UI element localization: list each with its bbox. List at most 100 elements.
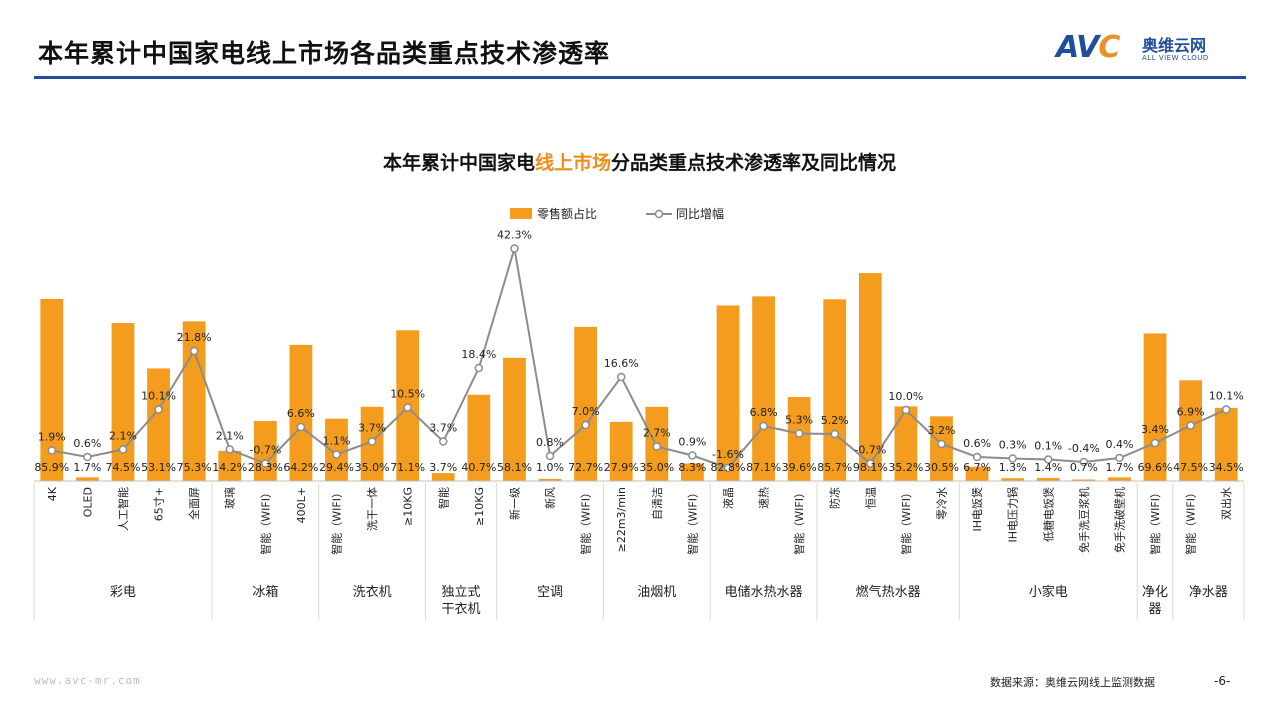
category-label: 免手洗豆浆机: [1077, 487, 1091, 553]
growth-point: [118, 445, 128, 454]
legend-line-label: 同比增幅: [676, 206, 724, 221]
chart-title-pre: 本年累计中国家电: [382, 152, 535, 174]
growth-point: [688, 451, 697, 460]
growth-value-label: 3.4%: [1141, 423, 1169, 436]
category-label: IH电饭煲: [971, 487, 984, 532]
category-label: IH电压力锅: [1007, 487, 1020, 543]
bar-value-label: 3.7%: [429, 461, 457, 474]
group-label: 空调: [537, 585, 563, 600]
category-label: 智能（WIFI）: [899, 487, 913, 555]
category-label: 防冻: [828, 487, 842, 509]
growth-point: [1008, 454, 1017, 463]
category-label: 4K: [46, 486, 59, 501]
bar-value-label: 85.9%: [34, 461, 69, 474]
growth-value-label: 10.0%: [888, 390, 923, 403]
group-label: 冰箱: [252, 584, 278, 600]
bar: [752, 296, 775, 481]
chart-title-post: 分品类重点技术渗透率及同比情况: [611, 152, 897, 174]
category-label: 智能（WIFI）: [685, 487, 699, 555]
group-label: 净水器: [1189, 585, 1228, 600]
growth-point: [581, 420, 590, 430]
bar-value-label: 1.0%: [536, 461, 564, 474]
group-label: 小家电: [1029, 584, 1068, 600]
group-label: 油烟机: [637, 585, 676, 600]
bar-value-label: 1.3%: [999, 461, 1027, 474]
growth-value-label: 10.1%: [141, 390, 176, 403]
category-label: OLED: [81, 487, 94, 517]
growth-point: [652, 442, 662, 451]
bar-value-label: 64.2%: [283, 461, 318, 474]
category-label: 400L+: [295, 487, 308, 523]
bar: [858, 273, 882, 481]
category-label: 智能（WIFI）: [579, 487, 593, 555]
bar: [147, 368, 170, 481]
avc-logo: AVC 奥维云网 ALL VIEW CLOUD: [1056, 30, 1246, 70]
bar-value-label: 35.0%: [639, 461, 674, 474]
growth-value-label: 2.1%: [109, 430, 137, 443]
growth-point: [261, 459, 270, 468]
growth-point: [901, 405, 911, 415]
bar-value-label: 47.5%: [1173, 461, 1208, 474]
chart-title: 本年累计中国家电线上市场分品类重点技术渗透率及同比情况: [0, 148, 1279, 175]
bar-value-label: 6.7%: [963, 461, 991, 474]
growth-point: [83, 452, 92, 462]
growth-line: [51, 248, 1227, 470]
data-source: 数据来源：奥维云网线上监测数据: [990, 676, 1155, 689]
bar-value-label: 35.0%: [355, 461, 390, 474]
category-label: 双出水: [1219, 487, 1233, 520]
legend-bar-label: 零售额占比: [537, 206, 597, 221]
growth-value-label: -1.6%: [712, 448, 744, 461]
category-label: 新一级: [507, 487, 521, 520]
growth-point: [1115, 453, 1124, 463]
growth-point: [759, 421, 768, 431]
growth-value-label: 42.3%: [497, 229, 532, 242]
growth-value-label: 0.4%: [1105, 438, 1133, 451]
bar-value-label: 58.1%: [497, 461, 532, 474]
category-label: 免手洗破壁机: [1112, 487, 1126, 553]
category-label: 恒温: [864, 487, 877, 509]
growth-value-label: 21.8%: [177, 331, 212, 344]
logo-cn: 奥维云网: [1142, 36, 1207, 55]
category-label: 全面屏: [187, 487, 201, 520]
bar-value-label: 72.7%: [568, 461, 603, 474]
bar: [609, 421, 633, 481]
bar: [787, 397, 811, 481]
bar: [1108, 477, 1131, 481]
bar-value-label: 98.1%: [853, 461, 888, 474]
group-label: 净化: [1142, 585, 1168, 600]
category-label: 自清洁: [651, 487, 664, 520]
group-label: 器: [1149, 602, 1162, 617]
growth-point: [1044, 455, 1053, 464]
growth-point: [296, 422, 306, 432]
bar-value-label: 30.5%: [924, 461, 959, 474]
bar: [574, 326, 598, 481]
growth-point: [616, 372, 626, 382]
bar-value-label: 1.7%: [73, 461, 101, 474]
bar-value-label: 69.6%: [1138, 461, 1173, 474]
category-label: ≥22m3/min: [615, 487, 628, 552]
growth-point: [189, 346, 199, 356]
growth-value-label: 0.6%: [963, 437, 991, 450]
category-label: 智能（WIFI）: [1184, 487, 1198, 555]
title-divider: [34, 76, 1246, 79]
bar: [75, 477, 99, 481]
group-label: 干衣机: [442, 601, 481, 617]
growth-value-label: 0.1%: [1034, 440, 1062, 453]
bar: [467, 394, 491, 481]
bar-value-label: 8.3%: [678, 461, 706, 474]
growth-value-label: 6.8%: [750, 406, 778, 419]
bar-value-label: 34.5%: [1209, 461, 1244, 474]
category-label: 智能（WIFI）: [258, 487, 272, 555]
category-label: 智能: [436, 487, 450, 509]
logo-en: ALL VIEW CLOUD: [1142, 54, 1209, 62]
growth-point: [47, 446, 57, 455]
bar-value-label: 1.4%: [1034, 461, 1062, 474]
bar-value-label: 35.2%: [888, 461, 923, 474]
growth-point: [1150, 438, 1160, 448]
growth-value-label: -0.4%: [1068, 442, 1100, 455]
growth-value-label: 0.9%: [678, 436, 706, 449]
growth-point: [723, 463, 733, 473]
page-title: 本年累计中国家电线上市场各品类重点技术渗透率: [38, 39, 611, 68]
growth-value-label: 16.6%: [604, 357, 639, 370]
